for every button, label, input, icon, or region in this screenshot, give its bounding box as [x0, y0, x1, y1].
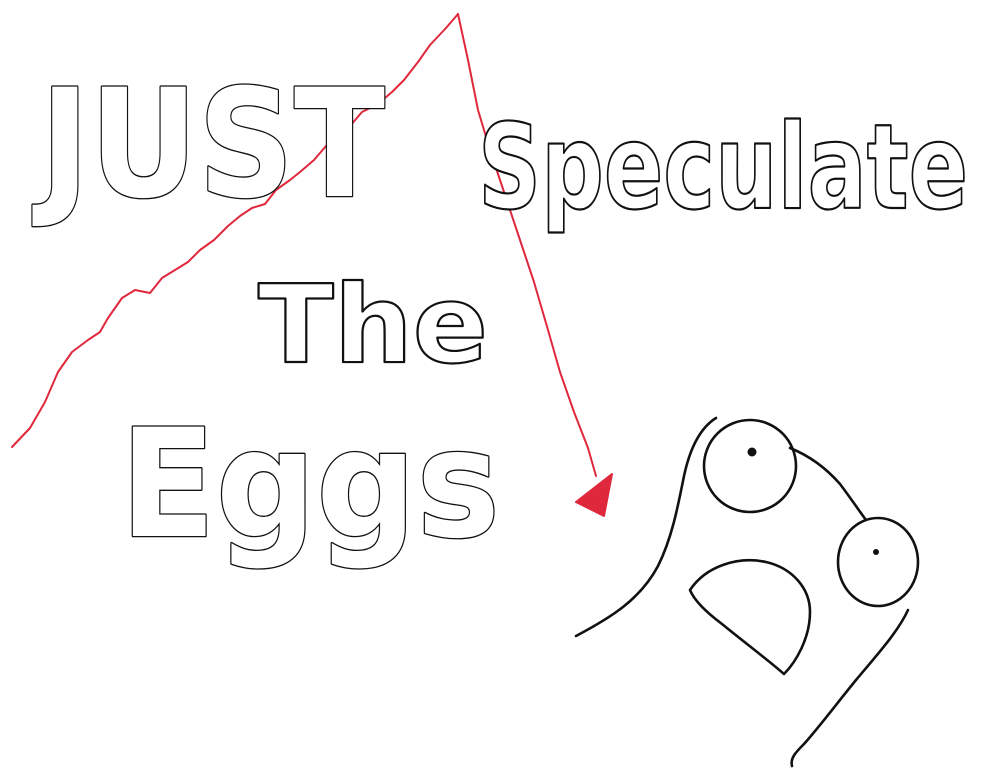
trend-line-crash [457, 13, 597, 477]
headline-word-speculate: Speculate [478, 98, 968, 236]
red-zigzag-arrow-icon [11, 13, 613, 517]
creature-right-outline [790, 608, 910, 768]
headline-word-the: The [258, 263, 488, 388]
creature-left-outline [574, 416, 718, 638]
creature-top-outline [788, 446, 868, 522]
creature-left-eye [702, 418, 798, 514]
trend-line-rise [11, 13, 459, 448]
googly-eyed-creature-icon [574, 416, 920, 768]
headline-word-just: JUST [32, 58, 385, 232]
creature-right-pupil [873, 549, 879, 555]
creature-left-pupil [747, 447, 757, 457]
creature-right-eye [836, 516, 920, 608]
creature-mouth [688, 559, 812, 676]
trend-arrow-head [575, 473, 613, 517]
headline-word-eggs: Eggs [120, 398, 500, 572]
